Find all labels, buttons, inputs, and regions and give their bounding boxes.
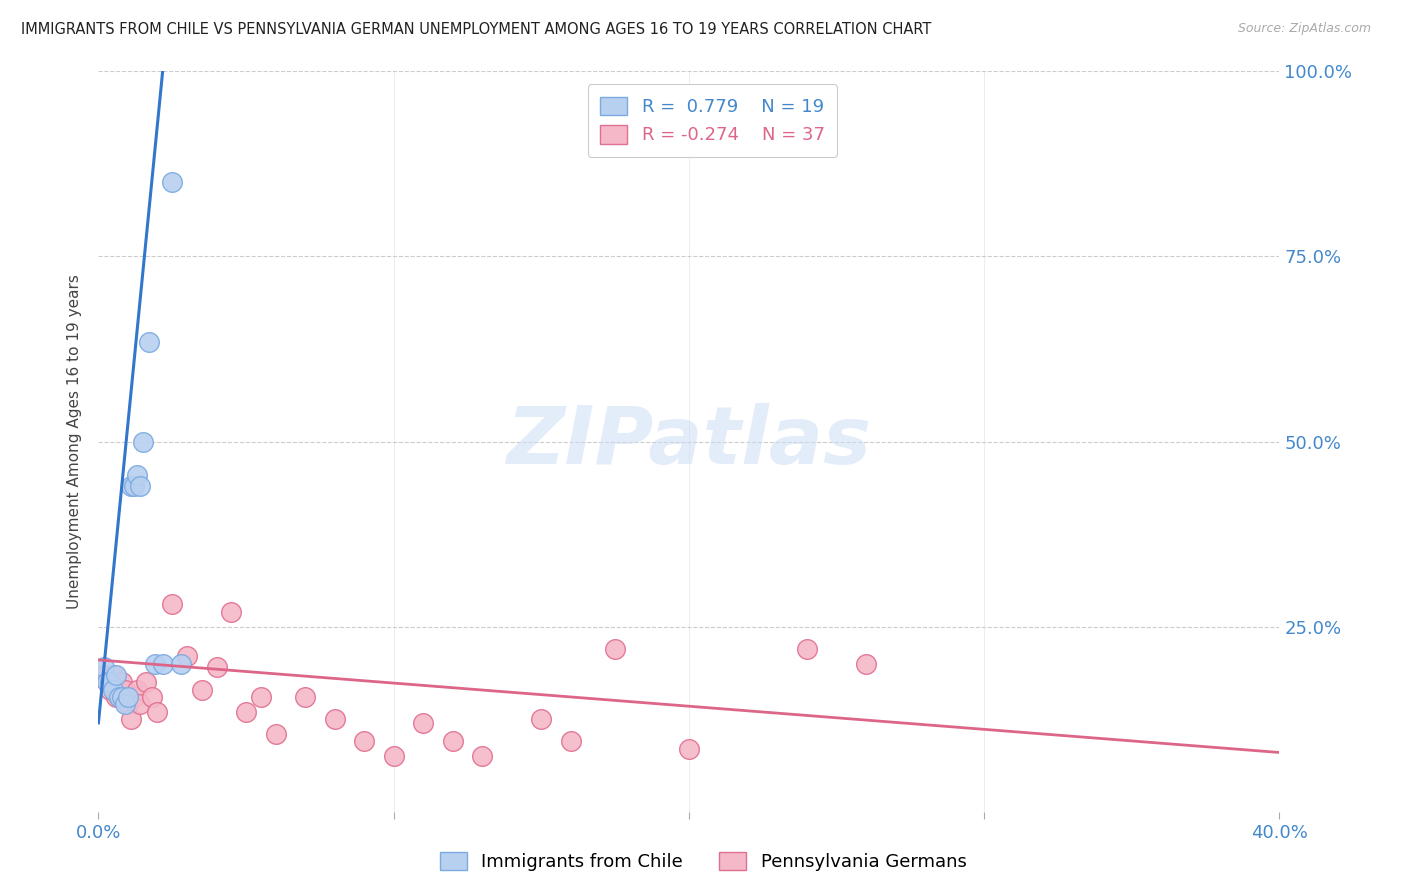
Point [122,479,145,493]
Point [323,712,346,726]
Point [471,749,494,764]
Point [382,749,405,764]
Point [114,698,136,712]
Point [152,657,174,671]
Point [250,690,273,704]
Y-axis label: Unemployment Among Ages 16 to 19 years: Unemployment Among Ages 16 to 19 years [67,274,83,609]
Point [205,660,228,674]
Legend: Immigrants from Chile, Pennsylvania Germans: Immigrants from Chile, Pennsylvania Germ… [433,845,973,879]
Point [93,660,115,674]
Point [128,698,150,712]
Point [530,712,553,726]
Point [796,641,818,656]
Legend: R =  0.779    N = 19, R = -0.274    N = 37: R = 0.779 N = 19, R = -0.274 N = 37 [588,84,838,157]
Point [170,657,193,671]
Point [855,657,877,671]
Point [98,675,121,690]
Point [120,479,142,493]
Point [103,682,125,697]
Point [117,690,139,704]
Point [96,675,118,690]
Point [141,690,163,704]
Point [105,690,128,704]
Text: IMMIGRANTS FROM CHILE VS PENNSYLVANIA GERMAN UNEMPLOYMENT AMONG AGES 16 TO 19 YE: IMMIGRANTS FROM CHILE VS PENNSYLVANIA GE… [21,22,931,37]
Point [93,667,115,681]
Point [353,734,375,748]
Point [108,690,131,704]
Point [122,690,145,704]
Point [219,605,242,619]
Point [191,682,214,697]
Point [135,675,157,690]
Point [111,675,134,690]
Point [146,705,169,719]
Point [108,690,131,704]
Point [96,675,118,690]
Point [114,682,136,697]
Text: Source: ZipAtlas.com: Source: ZipAtlas.com [1237,22,1371,36]
Point [264,727,287,741]
Point [162,175,183,190]
Point [117,698,139,712]
Point [176,649,198,664]
Point [441,734,464,748]
Point [560,734,582,748]
Point [162,598,183,612]
Point [143,657,166,671]
Point [132,434,155,449]
Point [125,682,148,697]
Point [605,641,627,656]
Point [98,682,121,697]
Point [412,715,434,730]
Point [103,667,125,681]
Point [294,690,316,704]
Point [678,741,700,756]
Point [235,705,257,719]
Point [138,334,160,349]
Point [120,712,142,726]
Text: ZIPatlas: ZIPatlas [506,402,872,481]
Point [111,690,134,704]
Point [125,467,148,482]
Point [128,479,150,493]
Point [105,667,128,681]
